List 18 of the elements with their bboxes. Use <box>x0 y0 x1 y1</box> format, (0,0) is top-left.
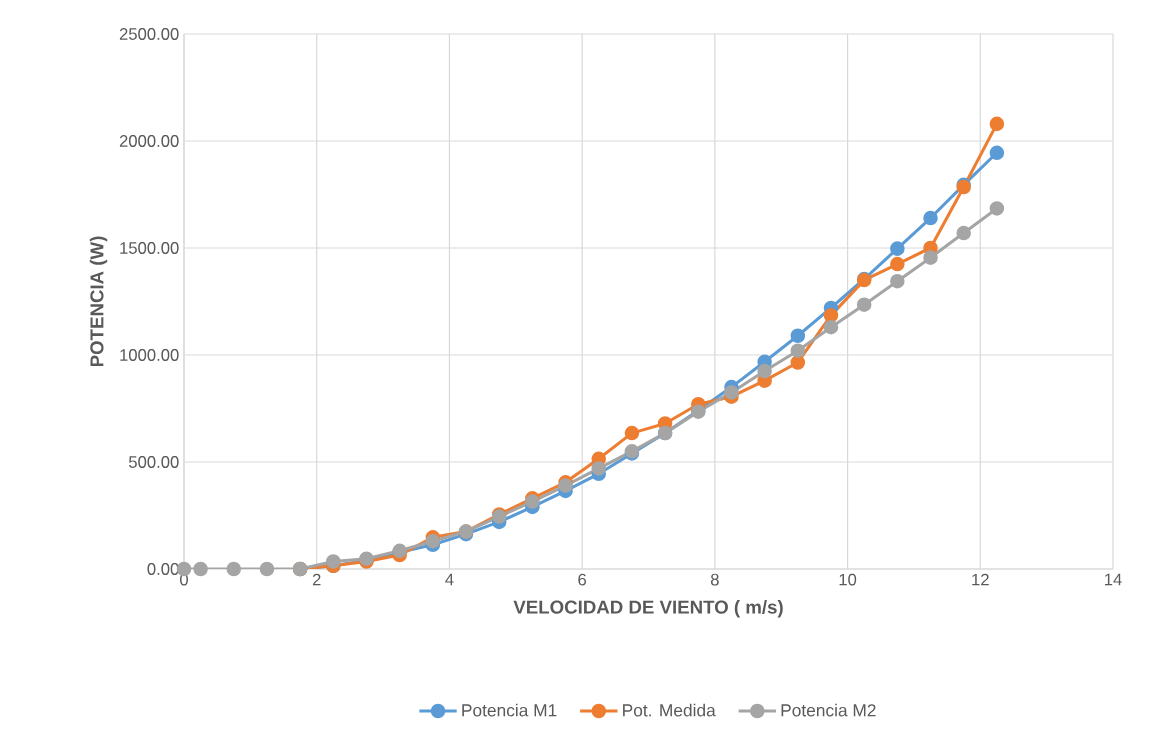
y-tick-label: 1000.00 <box>120 349 179 361</box>
x-tick-label: 2 <box>312 573 321 586</box>
y-tick-label: 1500.00 <box>120 242 179 254</box>
y-axis-title: POTENCIA (W) <box>89 236 108 367</box>
x-tick-label: 6 <box>578 573 587 586</box>
x-tick-label: 10 <box>839 573 857 586</box>
y-tick-label: 2000.00 <box>119 135 179 147</box>
legend-label: Potencia M1 <box>462 703 557 717</box>
x-tick-label: 4 <box>445 573 454 586</box>
x-axis-title: VELOCIDAD DE VIENTO ( m/s) <box>513 600 783 618</box>
x-tick-label: 12 <box>972 573 989 586</box>
x-tick-label: 8 <box>710 573 719 586</box>
legend-label: Potencia M2 <box>781 703 876 717</box>
y-tick-label: 0.00 <box>147 563 179 575</box>
x-tick-label: 14 <box>1105 573 1122 586</box>
y-tick-label: 2500.00 <box>119 28 179 40</box>
legend-label: Pot. Medida <box>623 703 716 717</box>
y-tick-label: 500.00 <box>128 456 179 468</box>
